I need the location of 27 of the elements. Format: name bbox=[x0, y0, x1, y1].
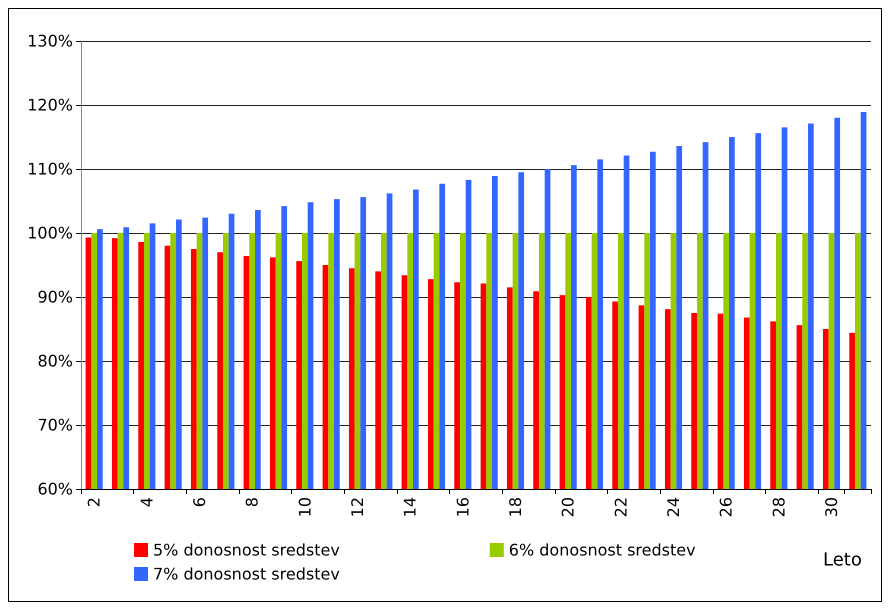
legend-label: 5% donosnost sredstev bbox=[153, 540, 340, 560]
y-tick-label: 120% bbox=[27, 96, 73, 114]
y-tick-label: 60% bbox=[37, 480, 73, 498]
x-tick-label: 20 bbox=[558, 497, 578, 518]
y-tick-label: 80% bbox=[37, 352, 73, 370]
legend-label: 7% donosnost sredstev bbox=[153, 564, 340, 584]
x-tick-label: 22 bbox=[611, 497, 630, 518]
x-tick-label: 14 bbox=[400, 497, 420, 518]
legend-label: 6% donosnost sredstev bbox=[508, 540, 696, 560]
y-tick-label: 110% bbox=[27, 160, 73, 178]
x-tick-label: 12 bbox=[348, 497, 367, 518]
x-tick-label: 30 bbox=[822, 497, 841, 518]
y-tick-label: 90% bbox=[37, 288, 73, 306]
x-tick-label: 26 bbox=[716, 497, 736, 518]
x-tick-label: 4 bbox=[137, 497, 156, 508]
y-tick-label: 100% bbox=[27, 224, 73, 242]
x-tick-label: 16 bbox=[453, 497, 472, 518]
x-tick-label: 2 bbox=[84, 497, 104, 508]
x-tick-label: 28 bbox=[769, 497, 788, 518]
x-tick-label: 6 bbox=[190, 497, 209, 508]
x-tick-label: 8 bbox=[242, 497, 262, 508]
x-axis-title: Leto bbox=[823, 550, 862, 570]
y-tick-label: 130% bbox=[27, 32, 73, 50]
y-tick-label: 70% bbox=[37, 416, 73, 434]
x-tick-label: 24 bbox=[664, 497, 683, 518]
x-tick-label: 10 bbox=[295, 497, 314, 518]
x-tick-label: 18 bbox=[506, 497, 525, 518]
